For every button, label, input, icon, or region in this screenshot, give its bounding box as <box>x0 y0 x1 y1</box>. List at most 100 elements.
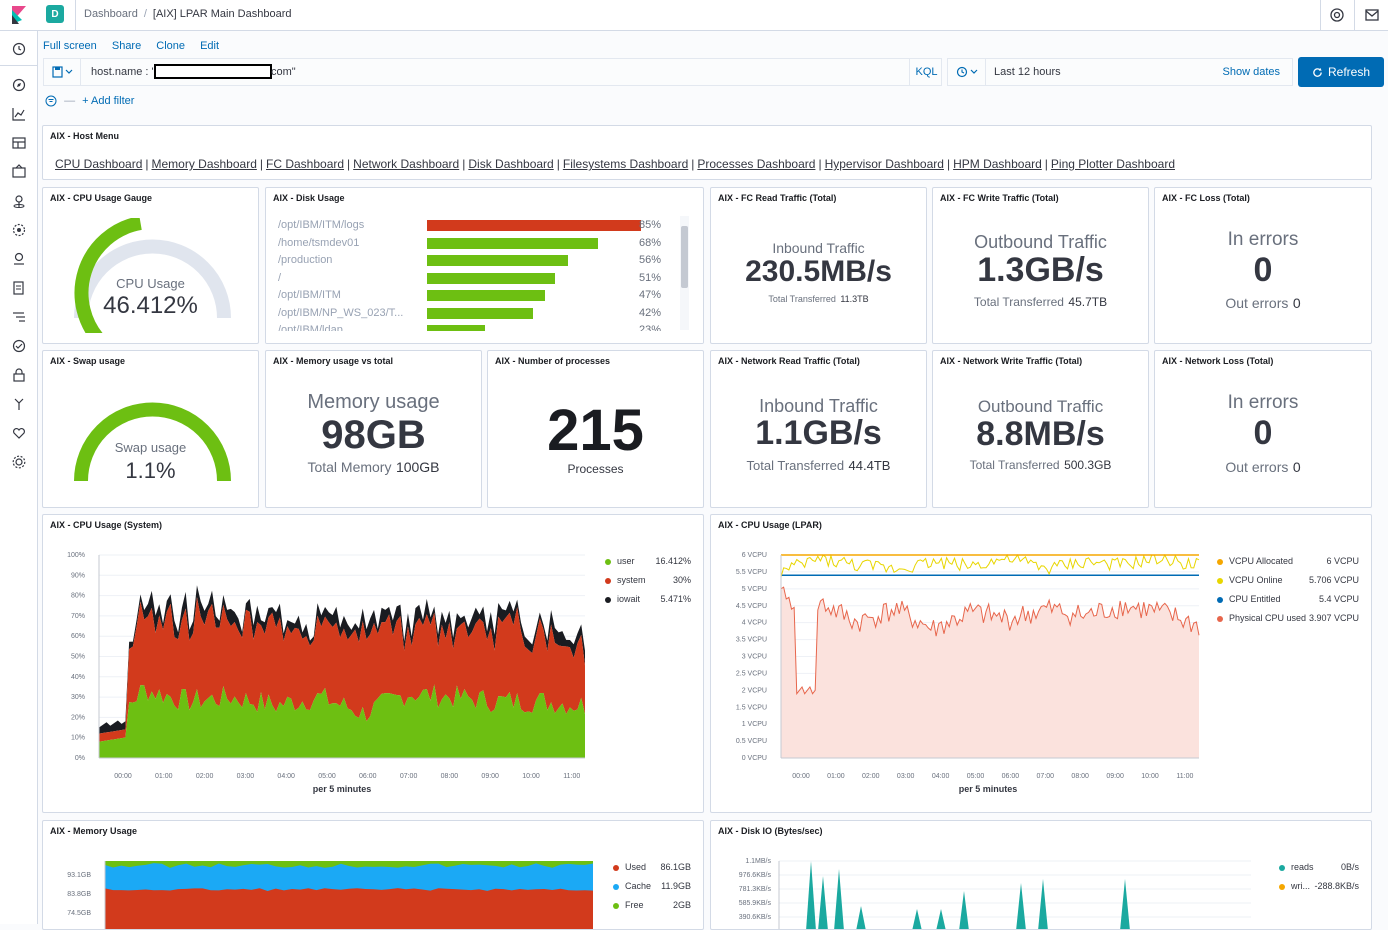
cpu-system-panel: AIX - CPU Usage (System) 0% 10% 20% 30% 40% 5… <box>42 514 704 813</box>
disk-usage-pct: 68% <box>638 236 661 249</box>
dev-tools-icon[interactable] <box>11 396 27 412</box>
legend-item[interactable]: reads <box>1279 862 1314 872</box>
dashboard-menu: Full screen Share Clone Edit <box>43 40 231 52</box>
host-menu-link[interactable]: Network Dashboard <box>353 157 460 171</box>
saved-query-button[interactable] <box>44 59 81 85</box>
monitoring-heart-icon[interactable] <box>11 425 27 441</box>
refresh-button[interactable]: Refresh <box>1298 57 1384 87</box>
host-menu-link[interactable]: Hypervisor Dashboard <box>824 157 944 171</box>
disk-usage-row: /opt/IBM/ITM 47% <box>278 287 688 304</box>
host-menu-link[interactable]: Filesystems Dashboard <box>562 157 689 171</box>
legend-item[interactable]: Cache <box>613 881 651 891</box>
legend-value: 11.9GB <box>661 881 691 891</box>
host-menu-link[interactable]: Processes Dashboard <box>697 157 816 171</box>
clone-link[interactable]: Clone <box>156 40 186 52</box>
share-link[interactable]: Share <box>111 40 142 52</box>
query-text-suffix[interactable]: com" <box>271 66 296 78</box>
legend-item[interactable]: VCPU Online <box>1217 575 1283 585</box>
quick-menu-button[interactable] <box>948 59 986 85</box>
recent-clock-icon[interactable] <box>11 41 27 57</box>
disk-usage-pct: 56% <box>638 254 661 266</box>
legend-item[interactable]: user <box>605 556 635 566</box>
host-menu-link[interactable]: Memory Dashboard <box>151 157 257 171</box>
disk-usage-row: /opt/IBM/NP_WS_023/T... 42% <box>278 305 688 322</box>
dashboard-icon[interactable] <box>11 135 27 151</box>
legend-dot-icon <box>1217 596 1223 603</box>
canvas-icon[interactable] <box>11 164 27 180</box>
visualize-chart-icon[interactable] <box>11 106 27 122</box>
link-separator: | <box>818 157 822 171</box>
legend-item[interactable]: wri... <box>1279 881 1310 891</box>
host-menu-link[interactable]: Disk Dashboard <box>468 157 554 171</box>
y-tick-label: 2.5 VCPU <box>736 670 767 677</box>
disk-io-panel: AIX - Disk IO (Bytes/sec) 390.6KB/s 585.9… <box>710 820 1372 930</box>
series-physical-cpu-line <box>780 586 1200 696</box>
ml-icon[interactable] <box>11 222 27 238</box>
filter-options-icon[interactable] <box>45 95 57 107</box>
full-screen-link[interactable]: Full screen <box>43 40 97 52</box>
link-separator: | <box>946 157 951 171</box>
y-tick-label: 30% <box>71 694 85 701</box>
scrollbar-thumb[interactable] <box>681 226 688 288</box>
x-tick-label: 03:00 <box>237 773 255 780</box>
show-dates-link[interactable]: Show dates <box>1222 66 1280 78</box>
scrollbar[interactable] <box>680 216 689 330</box>
y-tick-label: 585.9KB/s <box>739 900 772 907</box>
metric-label: Processes <box>567 462 624 476</box>
legend-item[interactable]: system <box>605 575 646 585</box>
legend-item[interactable]: Used <box>613 862 646 872</box>
x-tick-label: 09:00 <box>481 773 499 780</box>
space-avatar[interactable]: D <box>46 5 64 23</box>
apm-icon[interactable] <box>11 309 27 325</box>
breadcrumb-current: [AIX] LPAR Main Dashboard <box>152 8 292 20</box>
mail-icon[interactable] <box>1363 6 1381 24</box>
date-range-text[interactable]: Last 12 hours <box>994 66 1061 78</box>
legend-item[interactable]: Physical CPU used <box>1217 613 1306 623</box>
refresh-icon <box>1313 67 1322 77</box>
kibana-logo-icon[interactable] <box>10 6 28 24</box>
legend-value: 5.4 VCPU <box>1318 594 1359 604</box>
cpu-gauge <box>74 218 231 333</box>
processes-panel: AIX - Number of processes 215 Processes <box>487 350 704 508</box>
legend-item[interactable]: CPU Entitled <box>1217 594 1281 604</box>
logs-icon[interactable] <box>11 280 27 296</box>
date-picker[interactable]: Last 12 hours Show dates <box>947 58 1293 86</box>
host-menu-link[interactable]: HPM Dashboard <box>953 157 1042 171</box>
disk-io-chart: 390.6KB/s 585.9KB/s 781.3KB/s 976.6KB/s 1.1M… <box>739 858 1251 929</box>
disk-usage-bar <box>427 325 485 336</box>
add-filter-link[interactable]: + Add filter <box>82 95 135 107</box>
host-menu-link[interactable]: Ping Plotter Dashboard <box>1050 157 1175 171</box>
kql-toggle[interactable]: KQL <box>909 59 943 85</box>
host-menu-link[interactable]: CPU Dashboard <box>55 157 143 171</box>
x-tick-label: 09:00 <box>1106 773 1124 780</box>
uptime-icon[interactable] <box>11 338 27 354</box>
help-icon[interactable] <box>1328 6 1346 24</box>
y-tick-label: 80% <box>71 593 85 600</box>
disk-usage-bar <box>427 290 546 301</box>
host-menu-link[interactable]: FC Dashboard <box>266 157 345 171</box>
disk-path: /opt/IBM/ITM/logs <box>278 219 365 231</box>
breadcrumb-dashboard[interactable]: Dashboard <box>84 8 138 20</box>
legend-dot-icon <box>1217 577 1223 584</box>
disk-usage-pct: 85% <box>638 219 661 231</box>
metric-sub-label: Total Memory <box>307 459 392 475</box>
siem-lock-icon[interactable] <box>11 367 27 383</box>
y-tick-label: 2 VCPU <box>742 687 767 694</box>
disk-usage-bar <box>427 307 533 319</box>
legend-item[interactable]: Free <box>613 900 644 910</box>
query-text[interactable]: host.name : " <box>91 66 156 78</box>
x-axis-title: per 5 minutes <box>313 784 372 794</box>
metric-label: Outbound Traffic <box>977 397 1104 416</box>
maps-icon[interactable] <box>11 193 27 209</box>
disk-path: /home/tsmdev01 <box>278 236 360 249</box>
query-bar[interactable]: host.name : " com" KQL <box>43 58 942 86</box>
infrastructure-icon[interactable] <box>11 251 27 267</box>
metric-value: 0 <box>1253 251 1273 289</box>
legend-item[interactable]: iowait <box>605 594 640 604</box>
settings-gear-icon[interactable] <box>11 454 27 470</box>
x-tick-label: 06:00 <box>1002 773 1020 780</box>
metric-value: 98GB <box>321 413 426 457</box>
legend-item[interactable]: VCPU Allocated <box>1217 556 1293 566</box>
edit-link[interactable]: Edit <box>200 40 220 52</box>
discover-compass-icon[interactable] <box>11 77 27 93</box>
